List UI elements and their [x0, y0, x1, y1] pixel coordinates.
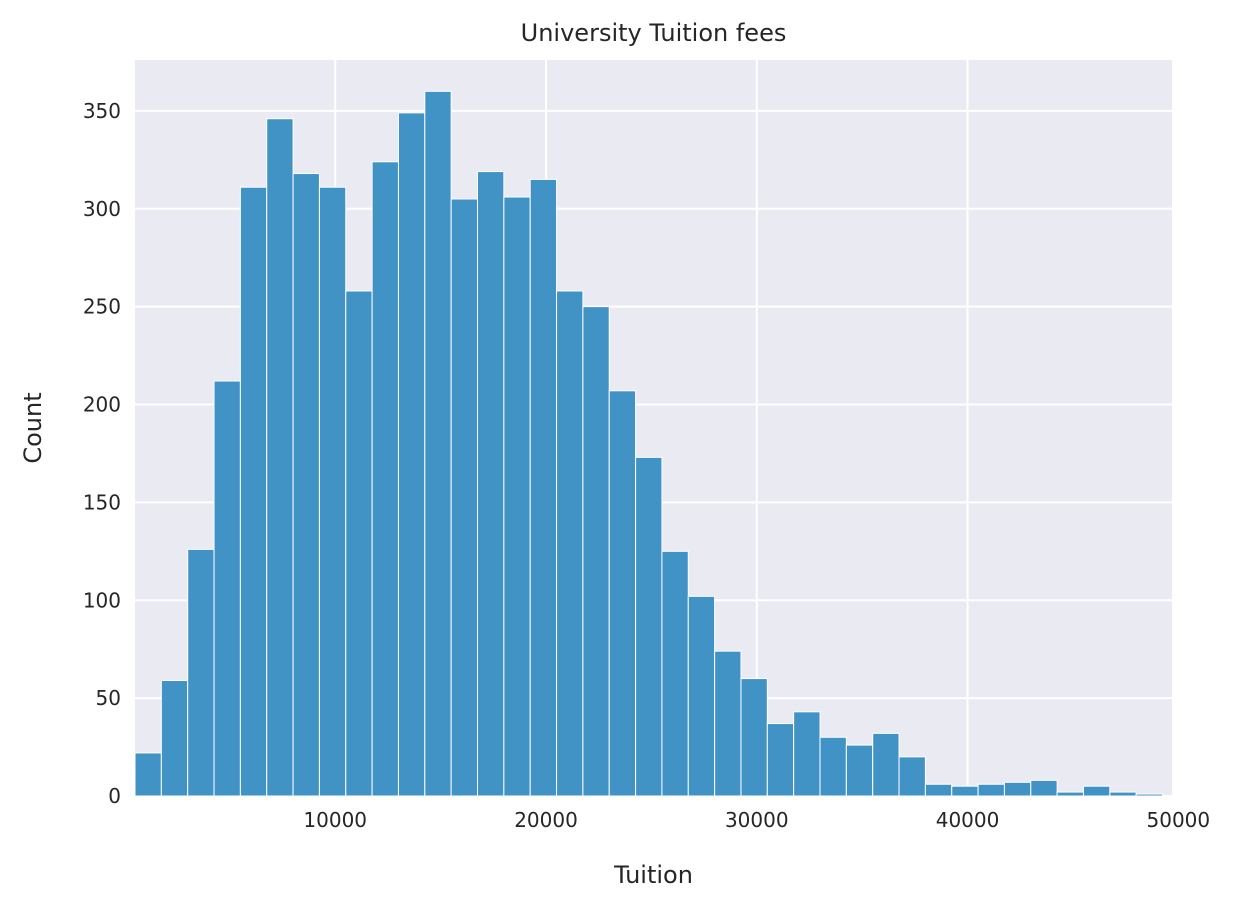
histogram-bar	[1082, 785, 1111, 797]
histogram-bar	[397, 112, 426, 797]
histogram-bar	[266, 118, 294, 797]
histogram-bar	[134, 752, 162, 797]
histogram-bar	[740, 678, 768, 797]
histogram-bar	[845, 744, 874, 797]
x-axis-label: Tuition	[613, 861, 693, 889]
y-tick-label: 250	[83, 295, 121, 319]
histogram-bar	[213, 380, 241, 797]
x-tick-label: 10000	[303, 808, 367, 832]
histogram-bar	[187, 548, 215, 797]
histogram-bar	[503, 196, 531, 797]
histogram-bar	[766, 723, 795, 797]
chart-title: University Tuition fees	[521, 19, 787, 47]
bars	[134, 90, 1164, 797]
y-tick-label: 350	[83, 99, 121, 123]
x-tick-label: 30000	[725, 808, 789, 832]
histogram-bar	[450, 198, 479, 797]
histogram-bar	[872, 732, 900, 797]
histogram-bar	[608, 390, 637, 797]
x-tick-label: 40000	[936, 808, 1000, 832]
histogram-bar	[635, 456, 663, 797]
histogram-bar	[977, 783, 1005, 797]
x-tick-label: 20000	[514, 808, 578, 832]
y-tick-labels: 0 50 100 150 200 250 300 350	[83, 99, 121, 808]
y-tick-label: 100	[83, 588, 121, 612]
histogram-bar	[160, 680, 189, 797]
x-tick-label: 50000	[1147, 808, 1211, 832]
histogram-bar	[951, 785, 979, 797]
histogram-bar	[1056, 791, 1084, 797]
y-axis-label: Count	[19, 392, 47, 463]
histogram-bar	[582, 306, 610, 797]
histogram-bar	[345, 290, 373, 797]
histogram-bar	[371, 161, 399, 797]
y-tick-label: 300	[83, 197, 121, 221]
histogram-bar	[898, 756, 926, 797]
histogram-bar	[687, 595, 716, 797]
histogram-bar	[477, 171, 505, 797]
y-tick-label: 0	[108, 784, 121, 808]
histogram-bar	[318, 186, 347, 797]
histogram-bar	[424, 90, 452, 797]
y-tick-label: 200	[83, 393, 121, 417]
y-tick-label: 150	[83, 490, 121, 514]
histogram-bar	[292, 173, 320, 797]
histogram-bar	[793, 711, 821, 797]
histogram-bar	[819, 736, 847, 797]
histogram-bar	[239, 186, 268, 797]
y-tick-label: 50	[96, 686, 121, 710]
x-tick-labels: 10000 20000 30000 40000 50000	[303, 808, 1210, 832]
histogram-bar	[1030, 779, 1058, 797]
histogram-bar	[529, 178, 558, 797]
histogram-bar	[924, 783, 953, 797]
histogram-bar	[1135, 793, 1164, 797]
histogram-bar	[714, 650, 742, 797]
histogram-bar	[1003, 781, 1032, 797]
histogram-bar	[661, 550, 689, 797]
histogram-bar	[1109, 791, 1137, 797]
histogram-bar	[556, 290, 584, 797]
